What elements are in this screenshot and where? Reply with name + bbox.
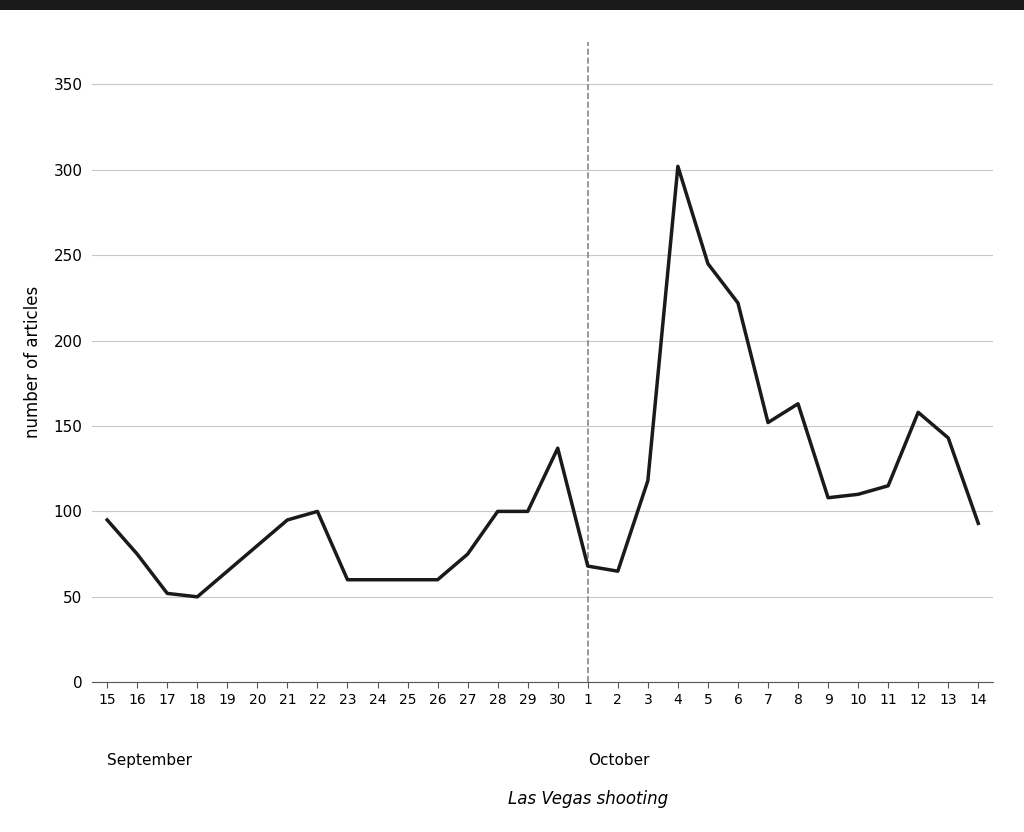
Text: September: September	[108, 753, 193, 768]
Y-axis label: number of articles: number of articles	[25, 286, 42, 438]
Text: Las Vegas shooting: Las Vegas shooting	[508, 790, 668, 809]
Text: October: October	[588, 753, 649, 768]
